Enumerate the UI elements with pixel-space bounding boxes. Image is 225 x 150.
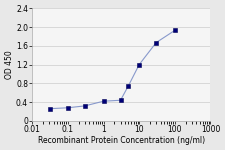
Y-axis label: OD 450: OD 450 <box>5 50 14 79</box>
X-axis label: Recombinant Protein Concentration (ng/ml): Recombinant Protein Concentration (ng/ml… <box>38 136 205 145</box>
